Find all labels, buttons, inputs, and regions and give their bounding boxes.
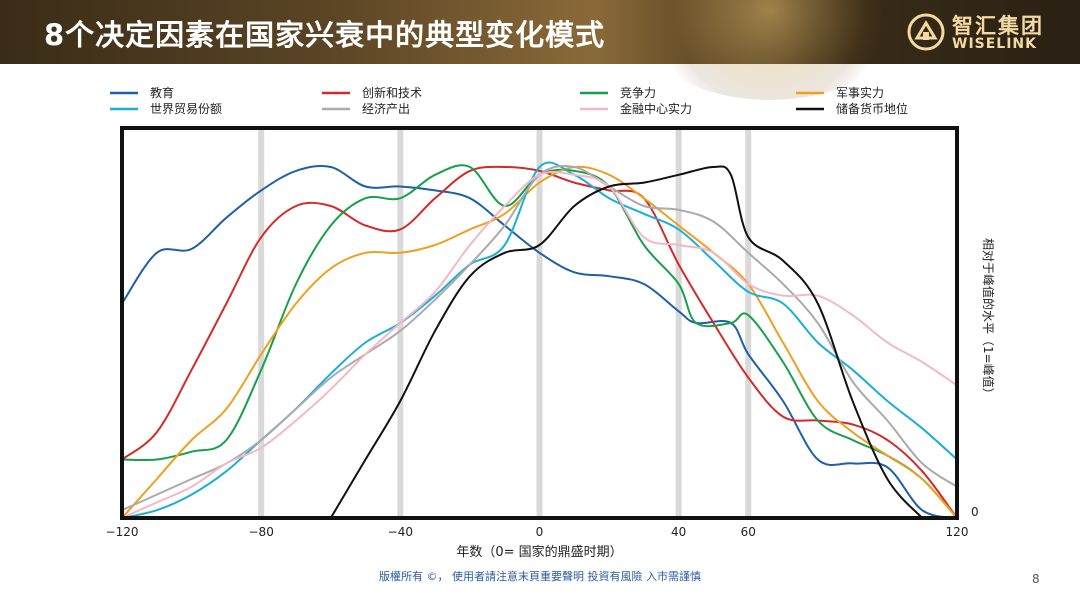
x-tick-label: 40	[671, 525, 686, 539]
gridline-band	[536, 128, 543, 518]
legend-item: 储备货币地位	[796, 101, 908, 116]
legend-label: 经济产出	[362, 101, 410, 116]
x-axis-ticks: −120 −80 −40 0 40 60 120	[106, 525, 969, 539]
y-axis-label: 相对于峰值的水平（1=峰值）	[981, 238, 996, 400]
legend-item: 创新和技术	[322, 85, 422, 100]
legend-label: 储备货币地位	[836, 101, 908, 116]
x-tick-label: −120	[106, 525, 139, 539]
plot-frame	[120, 126, 959, 520]
legend-label: 金融中心实力	[620, 101, 692, 116]
legend-label: 世界贸易份额	[150, 102, 222, 116]
gridline-band	[745, 128, 752, 518]
series-lines	[121, 161, 958, 519]
logo-chinese-text: 智汇集团	[952, 14, 1044, 38]
vertical-bands	[258, 128, 752, 518]
disclaimer-footer: 版權所有 ©， 使用者請注意末頁重要聲明 投資有風險 入市需謹慎	[379, 570, 701, 583]
legend-item: 竞争力	[580, 86, 656, 100]
x-tick-label: 0	[536, 525, 544, 539]
x-tick-label: −80	[249, 525, 274, 539]
series-line	[121, 171, 958, 519]
legend-label: 竞争力	[620, 86, 656, 100]
y-tick-label: 0	[971, 505, 979, 519]
legend-item: 金融中心实力	[580, 101, 692, 116]
series-line	[329, 165, 923, 519]
x-axis-label: 年数（0= 国家的鼎盛时期）	[456, 544, 622, 560]
legend-item: 教育	[110, 85, 174, 100]
legend-item: 军事实力	[796, 85, 884, 100]
series-line	[121, 164, 958, 519]
header-banner: 8个决定因素在国家兴衰中的典型变化模式 智汇集团 WISELINK	[0, 0, 1080, 100]
legend-label: 军事实力	[836, 85, 884, 100]
wiselink-logo-icon	[907, 13, 945, 51]
logo-english-text: WISELINK	[952, 36, 1037, 52]
company-logo: 智汇集团 WISELINK	[906, 10, 1066, 54]
x-tick-label: 120	[946, 525, 969, 539]
x-tick-label: 60	[741, 525, 756, 539]
gridline-band	[675, 128, 682, 518]
x-tick-label: −40	[388, 525, 413, 539]
legend-item: 经济产出	[322, 101, 410, 116]
series-line	[121, 164, 958, 519]
series-line	[121, 165, 958, 519]
page-number: 8	[1032, 572, 1040, 586]
page-title: 8个决定因素在国家兴衰中的典型变化模式	[44, 18, 606, 52]
legend-label: 创新和技术	[362, 85, 422, 100]
legend-label: 教育	[150, 85, 174, 100]
legend-item: 世界贸易份额	[110, 102, 222, 116]
gridline-band	[258, 128, 265, 518]
